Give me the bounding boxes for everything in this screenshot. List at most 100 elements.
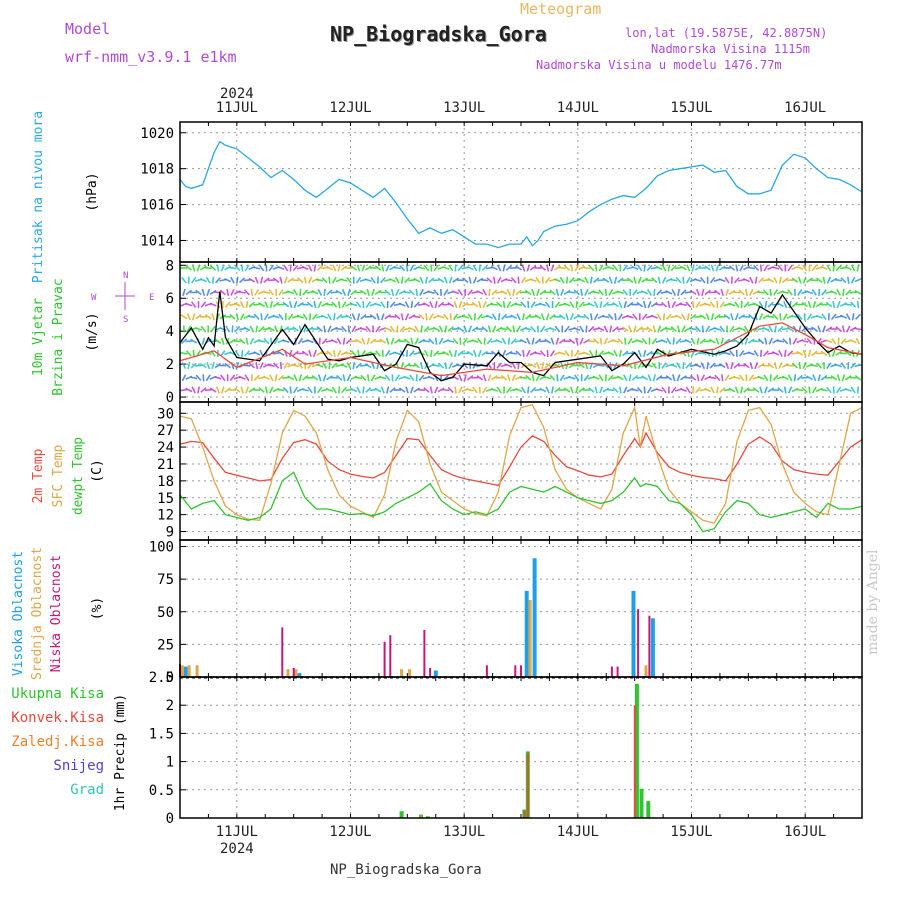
wind-arrow	[415, 288, 418, 297]
pressure-ylabel-group: Pritisak na nivou mora	[31, 111, 46, 283]
wind-arrow	[250, 374, 253, 382]
wind-arrow	[370, 362, 376, 370]
wind-arrow	[272, 277, 280, 283]
wind-arrow	[797, 289, 803, 296]
wind-arrow	[854, 313, 862, 320]
low-cloud-bar	[429, 667, 432, 677]
wind-arrow	[699, 338, 706, 345]
wind-arrow	[429, 386, 433, 394]
wind-arrow	[212, 276, 215, 284]
precip-ylabel: 1hr Precip (mm)	[113, 694, 128, 811]
wind-arrow	[408, 278, 416, 282]
wind-arrow	[652, 325, 657, 333]
wind-arrow	[380, 313, 385, 321]
wind-arrow	[618, 349, 622, 357]
wind-arrow	[240, 386, 244, 394]
wind-arrow	[350, 350, 357, 357]
wind-arrow	[782, 338, 789, 345]
wind-arrow	[728, 265, 736, 271]
wind-arrow	[593, 277, 600, 284]
wind-arrow	[651, 362, 658, 369]
wind-arrow	[738, 289, 745, 296]
wind-arrow	[636, 376, 644, 379]
wind-arrow	[428, 313, 434, 321]
wind-arrow	[526, 337, 531, 345]
wind-arrow	[730, 276, 733, 284]
wind-arrow	[835, 350, 842, 357]
y-tick-label: 0	[166, 670, 174, 686]
wind-arrow	[767, 387, 775, 393]
wind-arrow	[854, 364, 862, 368]
wind-arrow	[774, 325, 777, 333]
wind-arrow	[578, 362, 585, 369]
compass-icon: W E N S	[91, 271, 154, 325]
wind-arrow	[520, 301, 527, 308]
wind-arrow	[593, 301, 599, 309]
wind-arrow	[337, 264, 341, 272]
wind-arrow	[723, 338, 731, 345]
wind-arrow	[642, 300, 647, 309]
wind-arrow	[195, 314, 202, 320]
wind-arrow	[689, 289, 697, 295]
wind-arrow	[501, 313, 508, 320]
wind-arrow	[811, 289, 817, 296]
wind-arrow	[536, 288, 540, 296]
wind-arrow	[180, 388, 188, 392]
wind-arrow	[433, 289, 440, 296]
wind-arrow	[544, 338, 552, 344]
low-cloud-bar	[292, 667, 295, 677]
wind-arrow	[661, 276, 667, 284]
wind-arrow	[292, 326, 299, 332]
wind-arrow	[856, 300, 860, 309]
wind-arrow	[259, 276, 264, 284]
wind-arrow	[744, 337, 749, 345]
wind-arrow	[408, 326, 416, 332]
wind-arrow	[332, 349, 336, 357]
panel-frame-0	[179, 121, 863, 263]
wind-arrow	[244, 289, 250, 296]
high-cloud-bar	[433, 670, 438, 677]
wind-arrow	[264, 301, 269, 309]
wind-arrow	[303, 276, 307, 284]
wind-arrow	[660, 301, 668, 308]
wind-arrow	[777, 387, 784, 393]
wind-arrow	[670, 265, 677, 271]
wind-arrow	[646, 288, 653, 296]
wind-arrow	[427, 375, 435, 380]
wind-arrow	[657, 325, 662, 333]
wind-arrow	[608, 288, 614, 296]
wind-arrow	[253, 374, 260, 381]
wind-arrow	[514, 339, 523, 343]
wind-arrow	[395, 288, 400, 296]
wind-arrow	[689, 374, 697, 381]
wind-arrow	[607, 303, 615, 306]
wind-arrow	[195, 289, 202, 296]
wind-arrow	[739, 264, 744, 272]
wind-arrow	[686, 349, 690, 357]
wind-arrow	[856, 264, 860, 272]
wind-arrow	[336, 349, 342, 357]
wind-arrow	[705, 325, 711, 333]
wind-arrow	[287, 375, 295, 381]
wind-arrow	[221, 337, 225, 345]
wind-ylabel-group: 10m Vjetar Brzina i Pravac	[31, 278, 66, 395]
wind-arrow	[825, 301, 833, 308]
wind-arrow	[553, 278, 561, 283]
wind-arrow	[845, 350, 852, 357]
wind-arrow	[299, 288, 302, 296]
wind-arrow	[695, 301, 701, 309]
wind-arrow	[718, 278, 726, 283]
wind-arrow	[548, 327, 557, 331]
wind-arrow	[801, 386, 808, 394]
pressure-line	[179, 140, 863, 249]
wind-arrow	[779, 313, 782, 321]
wind-arrow	[836, 288, 842, 296]
wind-arrow	[515, 387, 523, 393]
wind-arrow	[715, 337, 720, 345]
wind-arrow	[527, 301, 530, 309]
wind-arrow	[592, 290, 600, 294]
wind-arrow	[326, 265, 333, 271]
wind-arrow	[694, 265, 702, 271]
wind-arrow	[821, 289, 827, 296]
wind-arrow	[384, 289, 391, 296]
